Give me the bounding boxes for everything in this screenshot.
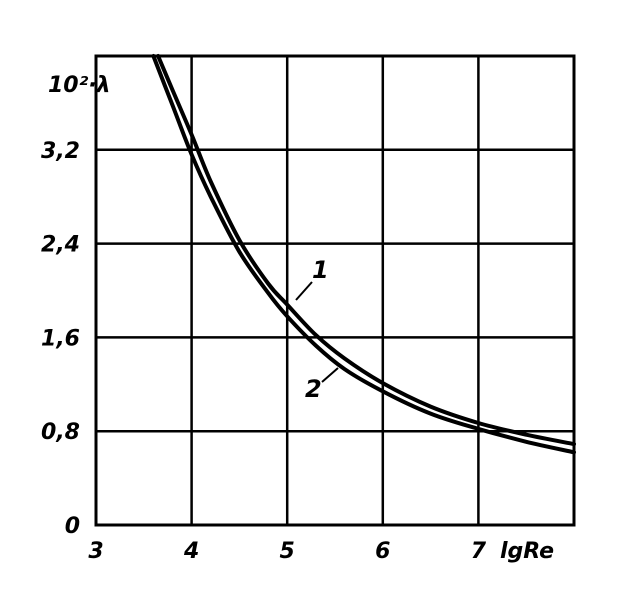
x-tick-label: 4 [183, 539, 199, 564]
x-tick-label: 6 [375, 539, 390, 564]
x-axis-label: lgRe [500, 539, 554, 564]
curve-2 [151, 54, 576, 455]
curve-label-2: 2 [305, 375, 322, 403]
x-tick-label: 5 [280, 539, 295, 564]
y-tick-label: 3,2 [41, 139, 80, 164]
y-tick-label: 2,4 [41, 233, 80, 258]
curve-label-1: 1 [312, 256, 329, 284]
curve-leader-1 [295, 281, 313, 301]
y-tick-label: 0 [65, 514, 80, 539]
tick-labels: 3 4 5 6 7 0 0,8 1,6 2,4 3,2 [41, 139, 487, 564]
plot-frame [94, 54, 576, 527]
x-tick-label: 3 [88, 539, 103, 564]
curve-leader-2 [321, 367, 339, 383]
curves [151, 54, 576, 455]
y-tick-label: 0,8 [41, 420, 80, 445]
x-tick-label: 7 [471, 539, 487, 564]
y-axis-label: 10²·λ [48, 73, 111, 98]
curve-1 [156, 54, 576, 447]
y-tick-label: 1,6 [41, 326, 80, 351]
grid [94, 54, 576, 527]
